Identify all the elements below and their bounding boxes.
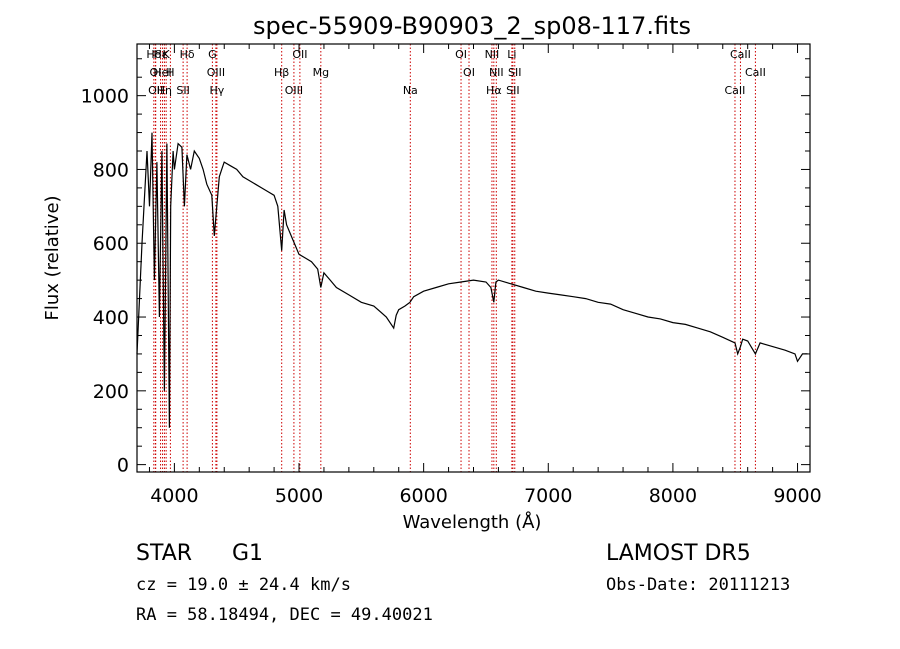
line-label: OI [455, 48, 467, 61]
line-label: K [163, 48, 171, 61]
line-label: Hδ [146, 48, 161, 61]
line-label: OI [149, 66, 161, 79]
survey-name: LAMOST DR5 [606, 541, 751, 566]
line-label: OIII [285, 84, 303, 97]
chart-title: spec-55909-B90903_2_sp08-117.fits [253, 12, 691, 40]
cz-readout: cz = 19.0 ± 24.4 km/s [136, 575, 351, 595]
line-label: Hα [486, 84, 502, 97]
x-tick-label: 8000 [649, 485, 697, 507]
observation-date: Obs-Date: 20111213 [606, 575, 790, 595]
line-label: Hη [157, 84, 172, 97]
line-label: SII [176, 84, 189, 97]
emission-line-markers [153, 44, 756, 472]
line-label: CaII [745, 66, 766, 79]
y-tick-label: 400 [93, 307, 129, 329]
line-label: Hβ [274, 66, 289, 79]
coordinates-readout: RA = 58.18494, DEC = 49.40021 [136, 605, 433, 625]
line-label: H [166, 66, 174, 79]
object-subclass: G1 [232, 541, 263, 566]
line-label: OII [292, 48, 307, 61]
line-label: Hγ [209, 84, 224, 97]
line-label: CaII [730, 48, 751, 61]
line-label: CaII [725, 84, 746, 97]
line-label: Mg [313, 66, 329, 79]
plot-frame [136, 43, 811, 473]
line-label: G [208, 48, 217, 61]
line-label: Na [403, 84, 418, 97]
spectrum-series-line [136, 132, 808, 428]
line-label: NII [485, 48, 500, 61]
y-tick-label: 600 [93, 233, 129, 255]
x-tick-label: 5000 [275, 485, 323, 507]
line-label: OIII [207, 66, 225, 79]
x-axis-ticks: 4000 5000 6000 7000 8000 9000 [148, 44, 822, 507]
y-tick-label: 800 [93, 159, 129, 181]
line-label: NII [489, 66, 504, 79]
x-tick-label: 4000 [150, 485, 198, 507]
y-tick-label: 200 [93, 381, 129, 403]
line-label: OII [148, 84, 163, 97]
object-class: STAR [136, 541, 192, 566]
y-axis-ticks: 0 200 400 600 800 1000 [81, 58, 810, 477]
emission-line-labels: HδOIOIIHεHeIHηKHSIIHδOIIIHγGHβOIIIOIIMgN… [146, 48, 766, 97]
line-label: Hδ [180, 48, 195, 61]
line-label: Hε [153, 48, 167, 61]
x-axis-label: Wavelength (Å) [403, 511, 542, 533]
line-label: HeI [153, 66, 171, 79]
line-label: SII [506, 84, 519, 97]
y-axis-label: Flux (relative) [42, 195, 63, 320]
y-tick-label: 0 [117, 455, 129, 477]
y-tick-label: 1000 [81, 86, 129, 108]
x-tick-label: 6000 [399, 485, 447, 507]
line-label: Li [507, 48, 516, 61]
x-tick-label: 7000 [524, 485, 572, 507]
x-tick-label: 9000 [773, 485, 821, 507]
line-label: OI [463, 66, 475, 79]
line-label: SII [508, 66, 521, 79]
